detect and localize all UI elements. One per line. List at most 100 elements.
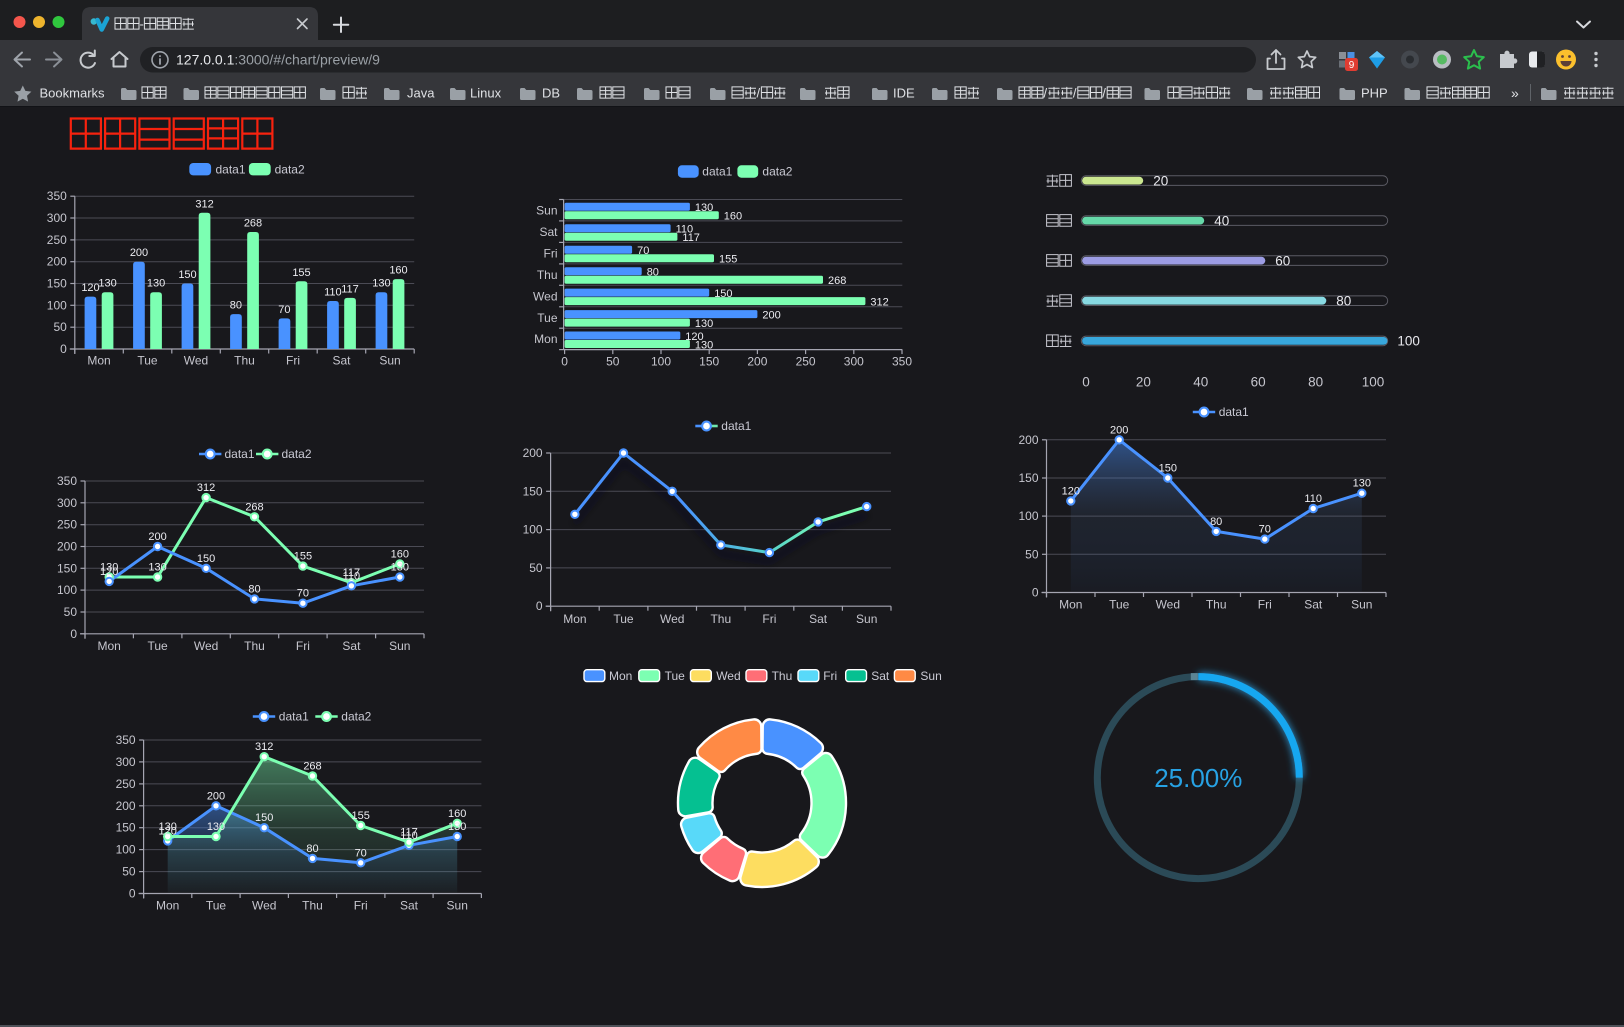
svg-text:Sun: Sun	[379, 354, 400, 368]
svg-text:data1: data1	[721, 419, 751, 433]
svg-text:80: 80	[1210, 516, 1222, 528]
svg-text:130: 130	[1353, 478, 1371, 490]
svg-text:Fri: Fri	[823, 669, 837, 683]
svg-text:160: 160	[724, 211, 742, 223]
svg-text:0: 0	[536, 599, 543, 613]
svg-text:100: 100	[1018, 509, 1038, 523]
svg-text:200: 200	[47, 255, 67, 269]
svg-text:/: /	[1073, 85, 1077, 100]
svg-text:Wed: Wed	[660, 612, 684, 626]
svg-text:120: 120	[1062, 485, 1080, 497]
svg-text:Sat: Sat	[1304, 598, 1323, 612]
svg-text:Thu: Thu	[302, 899, 323, 913]
svg-text:350: 350	[57, 474, 77, 488]
svg-text:IDE: IDE	[893, 85, 915, 100]
svg-text:268: 268	[303, 761, 321, 773]
svg-text:300: 300	[57, 496, 77, 510]
svg-text:160: 160	[448, 808, 466, 820]
svg-text:130: 130	[147, 278, 165, 290]
svg-text:312: 312	[195, 198, 213, 210]
svg-text:Fri: Fri	[544, 246, 558, 260]
svg-text:data1: data1	[702, 165, 732, 179]
svg-text:250: 250	[47, 233, 67, 247]
svg-text:130: 130	[98, 278, 116, 290]
svg-text:200: 200	[130, 247, 148, 259]
svg-text:155: 155	[719, 254, 737, 266]
svg-text:312: 312	[255, 741, 273, 753]
svg-text:50: 50	[53, 320, 67, 334]
svg-text:0: 0	[561, 355, 568, 369]
svg-text:70: 70	[355, 847, 367, 859]
svg-text:130: 130	[372, 278, 390, 290]
svg-text:130: 130	[207, 821, 225, 833]
svg-text:50: 50	[122, 865, 136, 879]
svg-text:150: 150	[714, 288, 732, 300]
svg-text:130: 130	[695, 202, 713, 214]
svg-text:Thu: Thu	[537, 268, 558, 282]
svg-text:110: 110	[324, 287, 342, 299]
svg-text:155: 155	[292, 267, 310, 279]
svg-text:110: 110	[1304, 493, 1322, 505]
svg-text:130: 130	[695, 339, 713, 351]
svg-text:150: 150	[255, 812, 273, 824]
svg-text:Wed: Wed	[533, 289, 557, 303]
svg-text:200: 200	[762, 309, 780, 321]
svg-text:Linux: Linux	[470, 85, 502, 100]
svg-text:200: 200	[1110, 424, 1128, 436]
svg-text:150: 150	[57, 561, 77, 575]
svg-text:Fri: Fri	[762, 612, 776, 626]
svg-text:200: 200	[523, 446, 543, 460]
svg-text:200: 200	[57, 540, 77, 554]
svg-text:130: 130	[448, 821, 466, 833]
svg-text:110: 110	[400, 830, 418, 842]
svg-text:80: 80	[1308, 375, 1323, 390]
svg-text:200: 200	[207, 790, 225, 802]
svg-text:Sat: Sat	[539, 225, 558, 239]
svg-text:Tue: Tue	[206, 899, 227, 913]
svg-text:Tue: Tue	[137, 354, 158, 368]
svg-text:50: 50	[606, 355, 620, 369]
svg-text:312: 312	[197, 482, 215, 494]
svg-text:268: 268	[828, 275, 846, 287]
svg-text:Mon: Mon	[87, 354, 110, 368]
svg-text:Fri: Fri	[354, 899, 368, 913]
svg-text:50: 50	[64, 605, 78, 619]
svg-text:80: 80	[230, 300, 242, 312]
svg-text:300: 300	[47, 211, 67, 225]
svg-text:117: 117	[341, 283, 359, 295]
svg-text:Thu: Thu	[772, 669, 793, 683]
svg-text:Sat: Sat	[332, 354, 351, 368]
svg-text:117: 117	[682, 232, 700, 244]
svg-text:Sun: Sun	[920, 669, 941, 683]
svg-text:70: 70	[278, 304, 290, 316]
svg-text:Tue: Tue	[665, 669, 686, 683]
svg-text:Tue: Tue	[613, 612, 634, 626]
svg-text:80: 80	[248, 583, 260, 595]
svg-text:Thu: Thu	[244, 639, 265, 653]
svg-text:40: 40	[1193, 375, 1208, 390]
svg-text:Wed: Wed	[194, 639, 218, 653]
svg-text:70: 70	[297, 588, 309, 600]
svg-text:350: 350	[892, 355, 912, 369]
svg-text:0: 0	[1032, 586, 1039, 600]
svg-text:312: 312	[870, 296, 888, 308]
svg-text:160: 160	[389, 265, 407, 277]
svg-text:60: 60	[1251, 375, 1266, 390]
svg-text:Tue: Tue	[147, 639, 168, 653]
svg-text:Tue: Tue	[537, 311, 558, 325]
svg-text:127.0.0.1:3000/#/chart/preview: 127.0.0.1:3000/#/chart/preview/9	[176, 52, 380, 68]
svg-text:20: 20	[1136, 375, 1151, 390]
svg-text:350: 350	[47, 189, 67, 203]
svg-text:130: 130	[148, 562, 166, 574]
svg-text:Mon: Mon	[98, 639, 121, 653]
svg-text:data1: data1	[225, 447, 255, 461]
svg-text:300: 300	[116, 755, 136, 769]
svg-text:Mon: Mon	[563, 612, 586, 626]
svg-text:Mon: Mon	[534, 332, 557, 346]
svg-text:data2: data2	[275, 162, 305, 176]
svg-text:0: 0	[70, 627, 77, 641]
svg-text:Wed: Wed	[716, 669, 740, 683]
svg-text:Mon: Mon	[156, 899, 179, 913]
svg-text:data1: data1	[1219, 405, 1249, 419]
svg-text:130: 130	[159, 821, 177, 833]
